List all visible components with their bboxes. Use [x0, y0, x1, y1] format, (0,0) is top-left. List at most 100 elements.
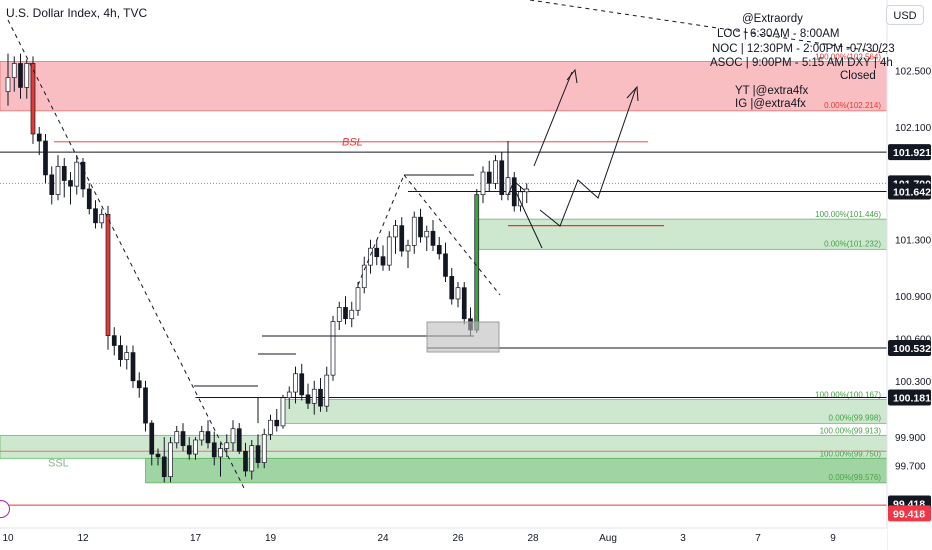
candle-body: [111, 335, 117, 346]
levels-layer: BSL SSL: [0, 137, 887, 506]
price-label-bg: [888, 389, 931, 406]
candle-body: [130, 352, 136, 382]
candle-body: [161, 456, 167, 478]
candle-body: [136, 380, 142, 389]
candle-body: [143, 387, 148, 424]
candle-body: [80, 161, 86, 190]
candle-body: [349, 309, 355, 320]
candle-body: [155, 453, 161, 458]
x-tick-label: 10: [2, 533, 14, 544]
y-tick-label: 99.900: [895, 433, 926, 444]
zone-label-bottom: 0.00%(99.576): [829, 473, 882, 482]
candle-body: [255, 445, 261, 463]
candle-body: [318, 388, 323, 407]
zone-demand-1: [474, 218, 888, 250]
candle-body: [324, 374, 330, 407]
x-tick-label: 28: [527, 533, 539, 544]
candle-body: [36, 133, 42, 142]
candle-body: [18, 63, 23, 88]
y-tick-label: 101.300: [895, 236, 932, 247]
candle-body: [436, 245, 442, 255]
candle-body: [305, 394, 311, 404]
note-author: @Extraordy: [742, 13, 803, 25]
candle-body: [399, 225, 405, 252]
arrow-head-3: [626, 85, 639, 102]
candle-body: [330, 321, 336, 376]
x-tick-label: Aug: [599, 533, 617, 544]
candle-body: [336, 307, 342, 322]
candle-body: [518, 191, 523, 207]
candle-body: [411, 216, 417, 246]
y-tick-label: 102.100: [895, 123, 932, 134]
candle-body: [486, 171, 492, 184]
zone-demand-2: [280, 399, 888, 424]
candle-body: [124, 352, 130, 360]
candle-body: [311, 388, 317, 404]
candle-body: [193, 439, 198, 455]
trendline-top: [529, 0, 932, 61]
candle-body: [99, 214, 105, 224]
candle-body: [474, 194, 480, 331]
candle-body: [461, 287, 467, 320]
candle-body: [424, 230, 430, 238]
candle-body: [218, 448, 223, 458]
candles-layer: [5, 53, 530, 483]
time-axis-bg: [0, 528, 887, 550]
candle-body: [299, 373, 305, 396]
candle-body: [493, 160, 498, 184]
x-tick-label: 24: [377, 533, 389, 544]
currency-button[interactable]: USD: [886, 5, 924, 25]
zone-supply: [0, 61, 888, 112]
axis-bg: [887, 0, 932, 550]
zone-label-top: 100.00%(102.564): [815, 52, 881, 61]
candle-body: [30, 63, 36, 135]
candle-body: [24, 63, 30, 88]
y-tick-label: 102.500: [895, 67, 932, 78]
zone-label-bottom: 0.00%(102.214): [824, 101, 881, 110]
candle-body: [443, 253, 448, 277]
candle-body: [224, 442, 230, 449]
candle-body: [174, 431, 180, 444]
y-tick-label: 100.300: [895, 377, 932, 388]
price-label: 100.532: [893, 343, 931, 355]
candle-body: [74, 161, 80, 187]
candle-body: [380, 256, 386, 266]
candle-body: [205, 431, 211, 444]
candle-body: [43, 140, 48, 176]
zones-layer: 100.00%(102.564) 0.00%(102.214) 100.00%(10…: [0, 52, 888, 484]
candle-body: [105, 214, 111, 336]
candle-body: [5, 77, 11, 93]
candle-body: [243, 450, 248, 472]
candle-body: [499, 160, 505, 195]
candle-body: [68, 180, 73, 187]
x-tick-label: 26: [452, 533, 464, 544]
candle-body: [93, 208, 98, 224]
note-line-2: NOC | 12:30PM - 2:00PM -07/30/23: [712, 43, 895, 55]
x-tick-label: 7: [755, 533, 761, 544]
projection-down: [514, 189, 543, 249]
projection-up-2: [539, 87, 637, 227]
candle-body: [361, 264, 367, 289]
x-tick-label: 12: [77, 533, 89, 544]
price-label-bg: [888, 340, 931, 357]
candle-body: [293, 373, 298, 393]
candle-body: [268, 419, 273, 435]
note-line-1: LOC | 6:30AM - 8:00AM: [717, 28, 840, 40]
candle-body: [168, 442, 173, 478]
price-axis: 102.500 102.100 101.300 100.900 100.600 100.3…: [886, 0, 932, 550]
time-axis: 10121719242628Aug37914: [0, 527, 887, 550]
zone-label-top: 100.00%(100.167): [815, 391, 881, 400]
x-tick-label: 17: [190, 533, 202, 544]
candle-body: [480, 171, 486, 195]
candle-body: [405, 245, 411, 252]
candle-body: [524, 188, 530, 193]
candle-body: [368, 247, 373, 266]
price-label: 101.642: [893, 187, 931, 199]
note-yt: YT |@extra4fx: [735, 85, 809, 97]
zone-label-top: 100.00%(101.446): [815, 210, 881, 219]
zone-demand-4: [145, 457, 888, 484]
candle-body: [49, 174, 55, 195]
arrow-head-1: [566, 68, 578, 84]
candle-body: [149, 422, 155, 455]
